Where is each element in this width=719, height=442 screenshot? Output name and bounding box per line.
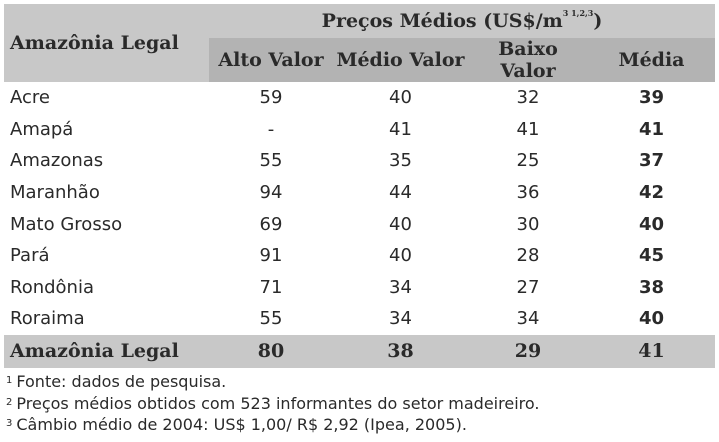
column-header-alto-valor: Alto Valor xyxy=(209,38,333,82)
cell-alto-valor: - xyxy=(267,118,275,140)
cell-baixo-valor: 41 xyxy=(516,118,540,140)
cell-alto-valor: 55 xyxy=(259,150,283,172)
table-body: Acre 59 40 32 39 Amapá - 41 41 41 Amazon… xyxy=(4,82,715,335)
row-state-name: Amazonas xyxy=(10,150,104,172)
cell-media: 40 xyxy=(638,308,665,330)
price-group-label: Preços Médios (US$/m xyxy=(321,10,563,32)
cell-media: 37 xyxy=(638,150,665,172)
table-row: Roraima 55 34 34 40 xyxy=(4,303,715,335)
cell-medio-valor: 35 xyxy=(389,150,412,172)
total-row: Amazônia Legal 80 38 29 41 xyxy=(4,334,716,368)
price-table-container: Amazônia Legal Preços Médios (US$/m3 1,2… xyxy=(4,4,716,368)
cell-media: 45 xyxy=(638,245,665,267)
cell-baixo-valor: 32 xyxy=(516,87,540,109)
total-media: 41 xyxy=(588,334,716,368)
cell-alto-valor: 91 xyxy=(259,245,283,267)
cell-baixo-valor: 34 xyxy=(516,308,540,330)
table-row: Rondônia 71 34 27 38 xyxy=(4,272,715,304)
cell-medio-valor: 40 xyxy=(389,213,412,235)
footnotes: 1 Fonte: dados de pesquisa. 2 Preços médio… xyxy=(6,371,539,436)
footnote: 3 Câmbio médio de 2004: US$ 1,00/ R$ 2,92… xyxy=(6,414,539,436)
cell-medio-valor: 41 xyxy=(389,118,412,140)
table-row: Acre 59 40 32 39 xyxy=(4,82,715,114)
table-row: Maranhão 94 44 36 42 xyxy=(4,177,715,209)
price-group-header: Preços Médios (US$/m3 1,2,3) xyxy=(209,4,716,38)
column-header-media: Média xyxy=(588,38,716,82)
column-header-baixo-valor: Baixo Valor xyxy=(468,38,588,82)
cell-baixo-valor: 27 xyxy=(516,276,540,298)
table-row: Mato Grosso 69 40 30 40 xyxy=(4,208,715,240)
price-group-superscript: 3 1,2,3 xyxy=(562,8,594,18)
cell-baixo-valor: 25 xyxy=(516,150,540,172)
cell-alto-valor: 59 xyxy=(259,87,283,109)
cell-alto-valor: 55 xyxy=(259,308,283,330)
table-footer: Amazônia Legal 80 38 29 41 xyxy=(4,334,716,368)
cell-baixo-valor: 28 xyxy=(516,245,540,267)
cell-alto-valor: 69 xyxy=(259,213,283,235)
footnote-text: Fonte: dados de pesquisa. xyxy=(16,372,227,391)
footnote-number: 3 xyxy=(6,418,13,429)
price-table: Amazônia Legal Preços Médios (US$/m3 1,2… xyxy=(4,4,716,368)
column-header-medio-valor: Médio Valor xyxy=(333,38,468,82)
cell-medio-valor: 40 xyxy=(389,245,412,267)
table-row: Pará 91 40 28 45 xyxy=(4,240,715,272)
cell-media: 42 xyxy=(638,182,665,204)
cell-media: 40 xyxy=(638,213,665,235)
total-row-label: Amazônia Legal xyxy=(4,334,209,368)
cell-media: 39 xyxy=(638,87,665,109)
row-state-name: Pará xyxy=(10,245,50,267)
footnote-text: Preços médios obtidos com 523 informante… xyxy=(16,393,540,413)
footnote-number: 1 xyxy=(6,375,13,386)
row-state-name: Roraima xyxy=(10,308,85,330)
cell-medio-valor: 44 xyxy=(389,182,412,204)
total-baixo-valor: 29 xyxy=(468,334,588,368)
row-state-name: Amapá xyxy=(10,118,74,140)
footnote: 2 Preços médios obtidos com 523 informant… xyxy=(6,393,539,415)
footnote-number: 2 xyxy=(6,396,13,408)
region-column-header: Amazônia Legal xyxy=(4,4,209,82)
row-state-name: Acre xyxy=(10,87,50,109)
footnote-text: Câmbio médio de 2004: US$ 1,00/ R$ 2,92 … xyxy=(16,415,467,434)
table-row: Amapá - 41 41 41 xyxy=(4,114,715,146)
cell-medio-valor: 40 xyxy=(389,87,412,109)
footnote: 1 Fonte: dados de pesquisa. xyxy=(6,371,539,393)
cell-medio-valor: 34 xyxy=(389,276,412,298)
row-state-name: Maranhão xyxy=(10,182,100,204)
row-state-name: Mato Grosso xyxy=(10,213,123,235)
cell-media: 38 xyxy=(638,276,665,298)
cell-alto-valor: 94 xyxy=(259,182,283,204)
cell-baixo-valor: 30 xyxy=(516,213,540,235)
total-alto-valor: 80 xyxy=(209,334,333,368)
table-header: Amazônia Legal Preços Médios (US$/m3 1,2… xyxy=(4,4,716,82)
cell-alto-valor: 71 xyxy=(259,276,283,298)
cell-medio-valor: 34 xyxy=(389,308,412,330)
total-medio-valor: 38 xyxy=(333,334,468,368)
cell-media: 41 xyxy=(638,118,665,140)
price-group-close: ) xyxy=(593,10,603,32)
cell-baixo-valor: 36 xyxy=(516,182,540,204)
row-state-name: Rondônia xyxy=(10,276,94,298)
table-row: Amazonas 55 35 25 37 xyxy=(4,145,715,177)
